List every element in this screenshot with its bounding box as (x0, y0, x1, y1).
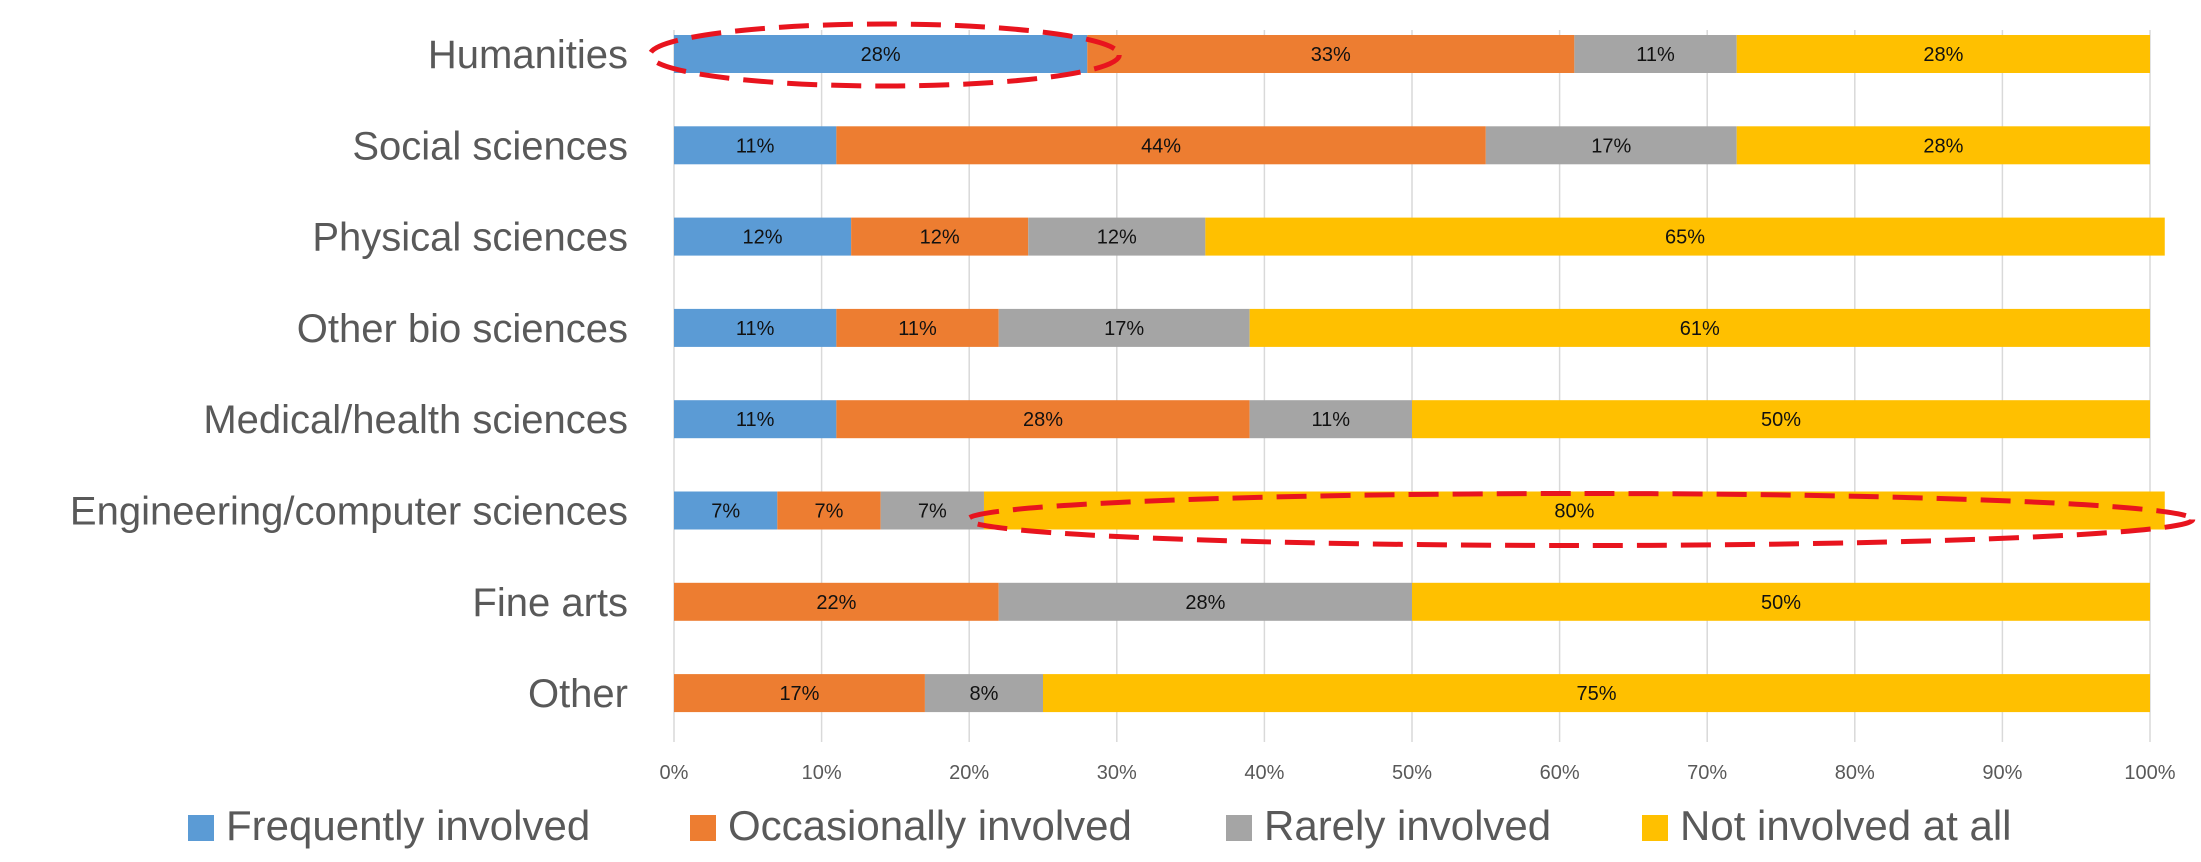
bar-physical-sciences-occasionally-involved (851, 217, 1029, 256)
data-label: 65% (1665, 227, 1705, 249)
x-tick-label: 50% (1392, 762, 1432, 784)
bar-other-not-involved-at-all (1043, 674, 2150, 713)
data-label: 22% (816, 592, 856, 614)
legend-label-rarely-involved: Rarely involved (1264, 802, 1551, 849)
bar-social-sciences-not-involved-at-all (1736, 126, 2150, 165)
bar-other-bio-sciences-rarely-involved (998, 308, 1250, 347)
data-label: 12% (743, 227, 783, 249)
bar-other-occasionally-involved (674, 674, 925, 713)
bar-fine-arts-not-involved-at-all (1412, 582, 2150, 621)
data-label: 7% (918, 501, 947, 523)
bar-humanities-occasionally-involved (1087, 35, 1575, 73)
data-label: 17% (779, 683, 819, 705)
bar-medical-health-sciences-rarely-involved (1249, 400, 1412, 439)
bar-engineering-computer-sciences-not-involved-at-all (983, 491, 2165, 530)
bar-other-bio-sciences-occasionally-involved (836, 308, 999, 347)
data-label: 11% (1636, 44, 1675, 66)
bar-other-rarely-involved (924, 674, 1043, 713)
bar-other-bio-sciences-not-involved-at-all (1249, 308, 2150, 347)
data-label: 8% (970, 683, 999, 705)
data-label: 17% (1591, 135, 1631, 157)
bar-social-sciences-occasionally-involved (836, 126, 1486, 165)
data-label: 28% (1185, 592, 1225, 614)
legend-label-occasionally-involved: Occasionally involved (728, 802, 1132, 849)
category-label-medical-health-sciences: Medical/health sciences (203, 398, 628, 442)
data-label: 28% (1923, 44, 1963, 66)
x-tick-label: 30% (1097, 762, 1137, 784)
highlight-ellipse-engineering-computer-sciences (965, 491, 2196, 548)
bar-fine-arts-occasionally-involved (674, 582, 999, 621)
annotations (647, 21, 2196, 548)
bar-physical-sciences-not-involved-at-all (1205, 217, 2165, 256)
category-label-other: Other (528, 672, 628, 716)
bar-engineering-computer-sciences-rarely-involved (880, 491, 984, 530)
legend: Frequently involved Occasionally involved… (188, 802, 2012, 849)
bar-engineering-computer-sciences-frequently-involved (674, 491, 778, 530)
x-tick-label: 0% (660, 762, 689, 784)
bars (674, 35, 2165, 713)
bar-medical-health-sciences-frequently-involved (674, 400, 837, 439)
x-tick-label: 70% (1687, 762, 1727, 784)
x-tick-label: 10% (802, 762, 842, 784)
x-tick-label: 80% (1835, 762, 1875, 784)
legend-swatch-frequently-involved (188, 815, 214, 841)
data-label: 50% (1761, 409, 1801, 431)
data-label: 11% (736, 135, 775, 157)
legend-label-frequently-involved: Frequently involved (226, 802, 590, 849)
x-axis-ticks: 0% 10% 20% 30% 40% 50% 60% 70% 80% 90% 100% (660, 762, 2176, 784)
data-label: 61% (1680, 318, 1720, 340)
data-label: 11% (1312, 409, 1351, 431)
bar-humanities-rarely-involved (1574, 35, 1737, 73)
bar-humanities-not-involved-at-all (1736, 35, 2150, 73)
data-label: 12% (920, 227, 960, 249)
data-label: 44% (1141, 135, 1181, 157)
category-label-physical-sciences: Physical sciences (312, 216, 628, 260)
data-label: 11% (898, 318, 937, 340)
x-tick-label: 40% (1244, 762, 1284, 784)
data-label: 80% (1554, 501, 1594, 523)
category-label-social-sciences: Social sciences (352, 124, 628, 168)
data-label: 12% (1097, 227, 1137, 249)
legend-label-not-involved-at-all: Not involved at all (1680, 802, 2012, 849)
bar-humanities-frequently-involved (674, 35, 1088, 73)
data-label: 33% (1311, 44, 1351, 66)
x-tick-label: 20% (949, 762, 989, 784)
bar-engineering-computer-sciences-occasionally-involved (777, 491, 881, 530)
category-labels: Humanities Social sciences Physical scienc… (70, 33, 628, 716)
category-label-other-bio-sciences: Other bio sciences (297, 307, 628, 351)
category-label-engineering-computer-sciences: Engineering/computer sciences (70, 490, 628, 534)
bar-social-sciences-rarely-involved (1485, 126, 1737, 165)
bar-fine-arts-rarely-involved (998, 582, 1412, 621)
data-label: 28% (861, 44, 901, 66)
category-label-humanities: Humanities (428, 33, 628, 77)
x-tick-label: 60% (1540, 762, 1580, 784)
legend-swatch-rarely-involved (1226, 815, 1252, 841)
category-label-fine-arts: Fine arts (472, 581, 628, 625)
highlight-ellipse-humanities (647, 21, 1122, 89)
data-label: 7% (711, 501, 740, 523)
bar-social-sciences-frequently-involved (674, 126, 837, 165)
data-label: 28% (1023, 409, 1063, 431)
data-label: 7% (815, 501, 844, 523)
x-tick-label: 90% (1982, 762, 2022, 784)
legend-swatch-not-involved-at-all (1642, 815, 1668, 841)
data-label: 11% (736, 409, 775, 431)
bar-medical-health-sciences-occasionally-involved (836, 400, 1250, 439)
data-labels: 28% 33% 11% 28% 11% 44% 17% 28% 12% 12% 12% 65% 11% 1… (711, 44, 1963, 705)
bar-medical-health-sciences-not-involved-at-all (1412, 400, 2150, 439)
data-label: 11% (736, 318, 775, 340)
x-tick-label: 100% (2124, 762, 2175, 784)
bar-other-bio-sciences-frequently-involved (674, 308, 837, 347)
bar-physical-sciences-frequently-involved (674, 217, 852, 256)
data-label: 50% (1761, 592, 1801, 614)
legend-swatch-occasionally-involved (690, 815, 716, 841)
bar-physical-sciences-rarely-involved (1028, 217, 1206, 256)
data-label: 75% (1576, 683, 1616, 705)
data-label: 17% (1104, 318, 1144, 340)
data-label: 28% (1923, 135, 1963, 157)
